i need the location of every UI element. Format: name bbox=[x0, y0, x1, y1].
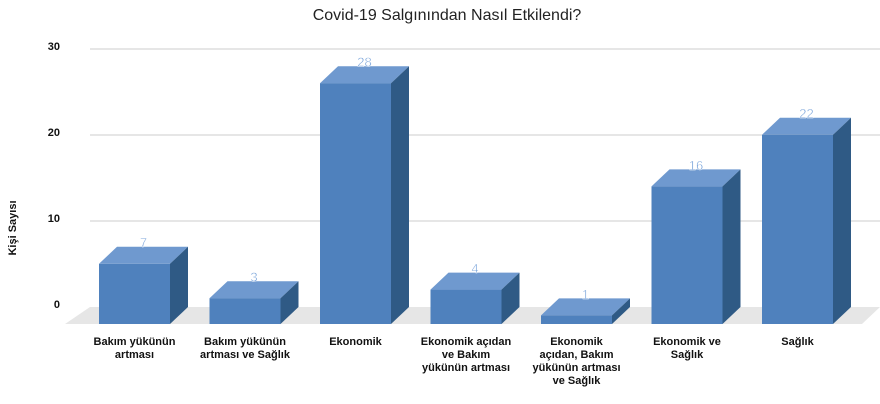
bar-side bbox=[391, 66, 409, 324]
bar bbox=[320, 66, 409, 324]
y-axis-label: Kişi Sayısı bbox=[7, 200, 19, 255]
value-label: 7 bbox=[140, 235, 147, 250]
value-label: 1 bbox=[582, 287, 589, 302]
bar-front bbox=[320, 83, 391, 324]
bar bbox=[762, 117, 851, 324]
bar-side bbox=[612, 298, 630, 324]
bar-side bbox=[722, 169, 741, 324]
bar-side bbox=[280, 281, 299, 324]
x-tick-label: Ekonomik açıdan, Bakım yükünün artması v… bbox=[532, 336, 621, 387]
bar-front bbox=[762, 134, 833, 324]
bar-front bbox=[209, 298, 281, 324]
value-label: 16 bbox=[689, 158, 703, 173]
bar-top bbox=[651, 169, 741, 187]
y-tick-label: 0 bbox=[54, 299, 60, 311]
bar-front bbox=[430, 289, 502, 324]
chart-title: Covid-19 Salgınından Nasıl Etkilendi? bbox=[313, 7, 582, 24]
bar-side bbox=[501, 272, 520, 324]
bar-side bbox=[833, 117, 851, 324]
y-tick-label: 20 bbox=[48, 127, 60, 139]
bar-front bbox=[541, 315, 612, 324]
bar bbox=[651, 169, 741, 324]
bar-front bbox=[99, 263, 170, 324]
y-tick-label: 10 bbox=[48, 213, 60, 225]
y-tick-label: 30 bbox=[48, 41, 60, 53]
bar-side bbox=[170, 246, 188, 324]
value-label: 28 bbox=[357, 55, 371, 70]
bar bbox=[541, 298, 630, 324]
x-tick-label: Bakım yükünün artması ve Sağlık bbox=[200, 336, 290, 361]
bar-top bbox=[209, 281, 299, 299]
bar-front bbox=[651, 186, 723, 324]
bar bbox=[430, 272, 520, 324]
x-tick-label: Ekonomik açıdan ve Bakım yükünün artması bbox=[420, 336, 512, 374]
bar-top bbox=[430, 272, 520, 290]
bar-top bbox=[99, 246, 188, 264]
x-tick-label: Ekonomik ve Sağlık bbox=[653, 336, 721, 361]
value-label: 4 bbox=[471, 261, 478, 276]
x-tick-label: Bakım yükünün artması bbox=[93, 336, 176, 361]
x-tick-label: Sağlık bbox=[781, 336, 814, 348]
value-label: 3 bbox=[250, 270, 257, 285]
bar-top bbox=[541, 298, 630, 316]
bar-top bbox=[320, 66, 409, 84]
bar bbox=[99, 246, 188, 324]
bar-top bbox=[762, 117, 851, 135]
bar bbox=[209, 281, 299, 324]
value-label: 22 bbox=[799, 106, 813, 121]
x-tick-label: Ekonomik bbox=[329, 336, 382, 348]
